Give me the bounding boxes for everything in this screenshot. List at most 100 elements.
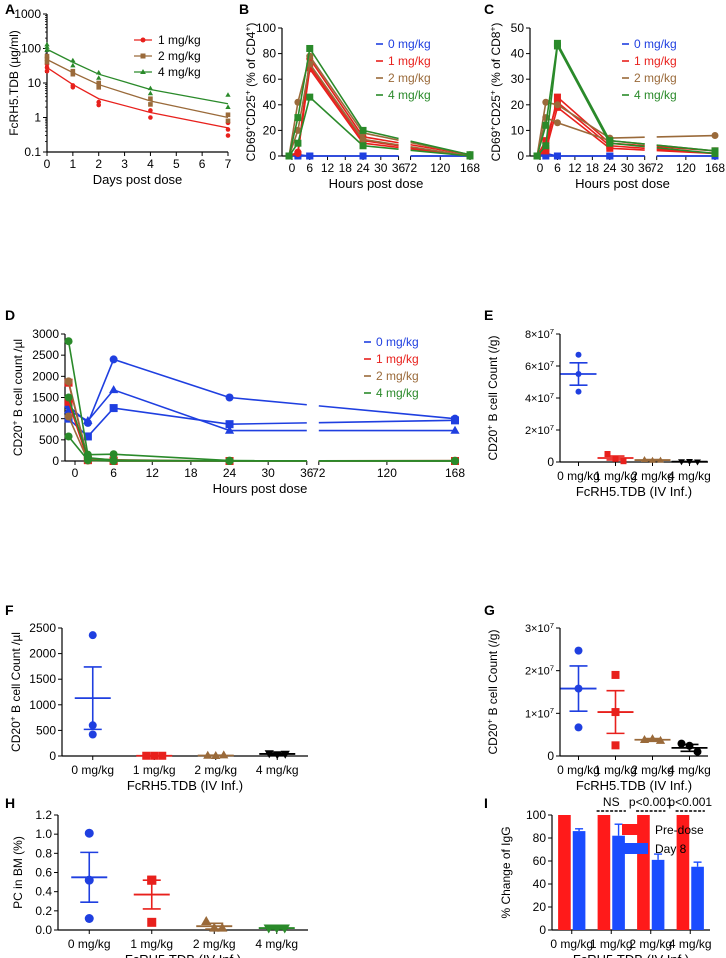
data-point <box>450 425 460 434</box>
bar <box>651 859 665 930</box>
legend-label: 1 mg/kg <box>158 33 201 47</box>
data-point <box>70 68 76 74</box>
x-tick-label: 24 <box>356 161 370 175</box>
data-point <box>711 132 719 140</box>
data-point <box>219 750 229 759</box>
panel-h-chart: 0.0 0.2 0.4 0.6 0.8 1.0 1.2 0 mg/kg 1 mg/kg 2 mg/… <box>11 808 308 958</box>
data-point <box>279 924 290 934</box>
x-tick-label: 2 mg/kg <box>194 763 237 777</box>
data-point <box>620 458 627 465</box>
x-tick-label: 18 <box>339 161 353 175</box>
y-tick-label: 80 <box>533 831 547 845</box>
y-tick-label: 2×107 <box>525 423 554 437</box>
legend-marker <box>140 53 146 59</box>
x-tick-label: 7 <box>225 157 232 171</box>
y-tick-label: 0 <box>269 149 276 163</box>
panel-i-chart: 0 20 40 60 80 100 0 mg/kg1 mg/kg2 mg/kg4 mg/kg… <box>499 795 712 958</box>
data-point <box>359 142 367 150</box>
series-line <box>609 136 645 139</box>
x-tick-label: 168 <box>705 161 725 175</box>
data-point <box>64 393 73 402</box>
data-point <box>109 450 118 459</box>
series-line <box>609 139 645 145</box>
data-point <box>294 114 302 122</box>
x-tick-label: 24 <box>603 161 617 175</box>
y-tick-label: 0.2 <box>35 904 52 918</box>
legend-label: 2 mg/kg <box>388 71 431 85</box>
data-point <box>224 425 235 434</box>
data-point <box>70 57 76 63</box>
y-tick-label: 40 <box>263 98 277 112</box>
y-tick-label: 500 <box>36 723 56 737</box>
data-point <box>64 432 73 441</box>
data-point <box>142 751 151 760</box>
data-point <box>44 56 50 62</box>
y-tick-label: 40 <box>533 877 547 891</box>
panel-letter-b: B <box>239 1 249 17</box>
x-tick-label: 4 mg/kg <box>668 469 711 483</box>
x-axis-label: FcRH5.TDB (IV Inf.) <box>573 952 689 958</box>
data-point <box>657 456 664 463</box>
data-point <box>574 684 583 693</box>
data-point <box>64 337 73 346</box>
y-tick-label: 1000 <box>32 412 59 426</box>
x-tick-label: 5 <box>173 157 180 171</box>
series-line <box>536 101 611 157</box>
series-line <box>318 419 456 424</box>
data-point <box>606 144 614 152</box>
x-tick-label: 4 mg/kg <box>256 763 299 777</box>
data-point <box>606 139 614 147</box>
panel-letter-e: E <box>484 307 493 323</box>
x-tick-label: 6 <box>306 161 313 175</box>
x-tick-label: 24 <box>223 466 237 480</box>
panel-letter-a: A <box>5 1 15 17</box>
data-point <box>225 112 231 118</box>
data-point <box>306 44 314 52</box>
data-point <box>63 405 74 414</box>
series-line <box>46 48 229 105</box>
data-point <box>44 68 50 74</box>
y-tick-label: 40 <box>511 47 525 61</box>
y-tick-label: 1.0 <box>35 827 52 841</box>
data-point <box>533 152 541 160</box>
data-point <box>96 85 102 90</box>
data-point <box>64 397 73 406</box>
data-point <box>201 915 212 925</box>
data-point <box>96 99 102 105</box>
data-point <box>693 747 702 756</box>
y-tick-label: 0 <box>517 149 524 163</box>
series-line <box>536 116 611 157</box>
y-axis-label: CD69+CD25+ (% of CD4+) <box>242 23 258 162</box>
x-tick-label: 72 <box>650 161 664 175</box>
series-line <box>536 40 611 157</box>
y-tick-label: 1000 <box>14 7 41 21</box>
y-tick-label: 60 <box>263 72 277 86</box>
legend-swatch <box>622 843 648 854</box>
y-tick-label: 0.6 <box>35 866 52 880</box>
x-axis-label: Days post dose <box>93 172 183 187</box>
series-line <box>68 358 230 425</box>
data-point <box>553 152 561 160</box>
series-line <box>609 147 645 151</box>
x-tick-label: 0 mg/kg <box>557 469 600 483</box>
significance-label: p<0.001 <box>629 795 673 809</box>
y-tick-label: 0 <box>52 454 59 468</box>
data-point <box>294 139 302 147</box>
panel-letter-i: I <box>484 795 488 811</box>
x-axis-label: Hours post dose <box>329 176 424 191</box>
x-tick-label: 0 <box>44 157 51 171</box>
y-tick-label: 60 <box>533 854 547 868</box>
data-point <box>225 104 231 109</box>
x-tick-label: 3 <box>121 157 128 171</box>
data-point <box>83 415 93 424</box>
y-tick-label: 10 <box>511 123 525 137</box>
panel-e-chart: 0 2×107 4×107 6×107 8×107 0 mg/kg1 mg/kg2 mg/… <box>484 327 710 499</box>
x-tick-label: 0 mg/kg <box>68 937 111 951</box>
x-tick-label: 1 <box>70 157 77 171</box>
y-tick-label: 0 <box>49 749 56 763</box>
x-tick-label: 2 mg/kg <box>631 469 674 483</box>
x-tick-label: 72 <box>312 466 326 480</box>
series-line <box>609 142 645 148</box>
